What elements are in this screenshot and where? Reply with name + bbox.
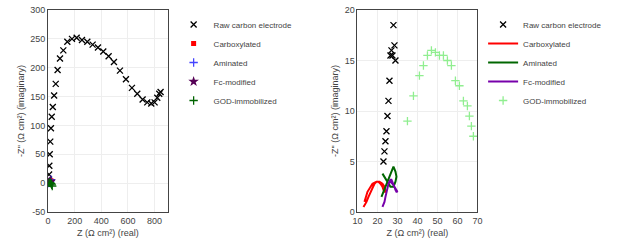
svg-text:200: 200: [67, 216, 82, 226]
svg-text:5: 5: [350, 157, 355, 167]
svg-text:10: 10: [352, 216, 362, 226]
svg-text:Aminated: Aminated: [214, 59, 248, 68]
svg-text:GOD-immobilized: GOD-immobilized: [214, 97, 277, 106]
svg-text:20: 20: [345, 5, 355, 15]
svg-text:600: 600: [120, 216, 135, 226]
svg-text:250: 250: [30, 34, 45, 44]
svg-text:15: 15: [345, 56, 355, 66]
svg-text:Z (Ω cm²) (real): Z (Ω cm²) (real): [77, 228, 139, 238]
svg-text:Raw carbon electrode: Raw carbon electrode: [214, 21, 292, 30]
svg-text:GOD-immobilized: GOD-immobilized: [523, 97, 586, 106]
svg-text:150: 150: [30, 92, 45, 102]
svg-text:60: 60: [452, 216, 462, 226]
svg-text:50: 50: [35, 149, 45, 159]
svg-text:-Z'' (Ω cm²) (imaginary): -Z'' (Ω cm²) (imaginary): [330, 65, 340, 157]
svg-text:300: 300: [30, 5, 45, 15]
svg-text:0: 0: [45, 216, 50, 226]
svg-text:70: 70: [472, 216, 482, 226]
svg-text:100: 100: [30, 121, 45, 131]
svg-text:30: 30: [392, 216, 402, 226]
svg-text:200: 200: [30, 63, 45, 73]
svg-text:Fc-modified: Fc-modified: [214, 78, 256, 87]
svg-text:400: 400: [94, 216, 109, 226]
svg-text:10: 10: [345, 106, 355, 116]
svg-text:Carboxylated: Carboxylated: [523, 40, 570, 49]
svg-text:Aminated: Aminated: [523, 59, 557, 68]
svg-text:Carboxylated: Carboxylated: [214, 40, 261, 49]
svg-text:50: 50: [432, 216, 442, 226]
svg-text:40: 40: [412, 216, 422, 226]
svg-text:Z (Ω cm²) (real): Z (Ω cm²) (real): [387, 228, 449, 238]
svg-text:Raw carbon electrode: Raw carbon electrode: [523, 21, 601, 30]
svg-text:800: 800: [147, 216, 162, 226]
svg-text:-50: -50: [32, 207, 45, 217]
svg-text:20: 20: [372, 216, 382, 226]
svg-text:-Z'' (Ω cm²) (imaginary): -Z'' (Ω cm²) (imaginary): [16, 65, 26, 157]
svg-text:0: 0: [40, 178, 45, 188]
svg-text:Fc-modified: Fc-modified: [523, 78, 565, 87]
svg-text:0: 0: [350, 207, 355, 217]
